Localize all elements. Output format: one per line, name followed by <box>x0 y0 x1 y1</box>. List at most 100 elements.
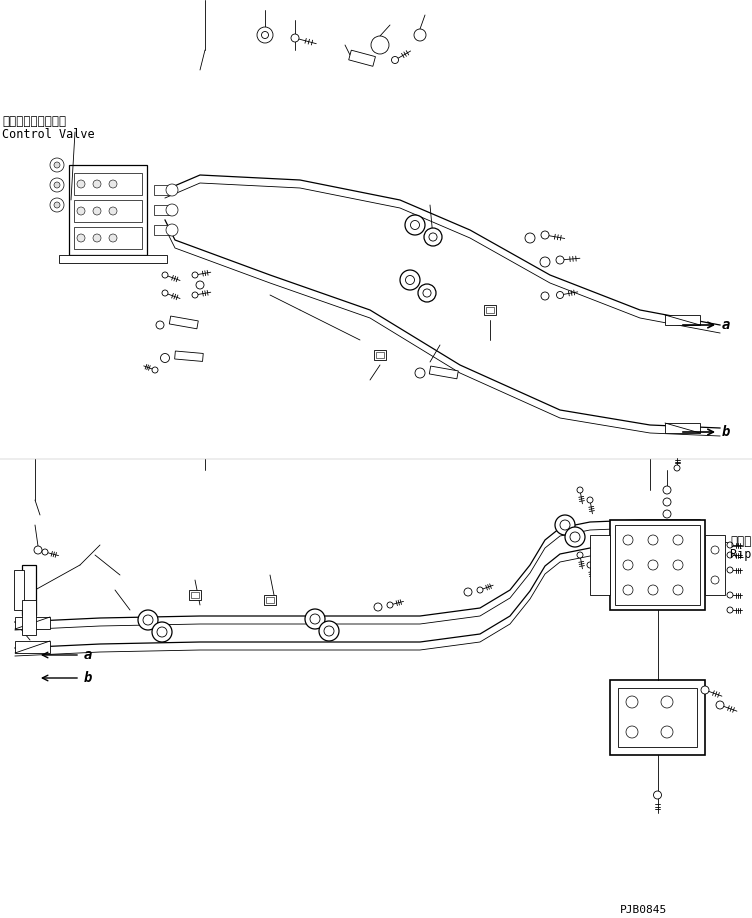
Bar <box>618 688 697 747</box>
Polygon shape <box>429 366 458 379</box>
Circle shape <box>525 233 535 243</box>
Circle shape <box>166 204 178 216</box>
Bar <box>154 225 172 235</box>
Circle shape <box>429 233 437 241</box>
Circle shape <box>166 184 178 196</box>
Circle shape <box>423 289 431 297</box>
Circle shape <box>262 31 268 39</box>
Text: Control Valve: Control Valve <box>2 128 95 141</box>
Circle shape <box>623 585 633 595</box>
Text: b: b <box>722 425 730 439</box>
Circle shape <box>556 292 563 298</box>
Circle shape <box>577 552 583 558</box>
Circle shape <box>673 535 683 545</box>
Text: コントロールバルブ: コントロールバルブ <box>2 115 66 128</box>
Circle shape <box>156 321 164 329</box>
Circle shape <box>541 292 549 300</box>
Circle shape <box>727 552 733 558</box>
Circle shape <box>109 180 117 188</box>
Circle shape <box>663 510 671 518</box>
Text: PJB0845: PJB0845 <box>620 905 667 915</box>
Text: a: a <box>84 648 92 662</box>
Circle shape <box>560 520 570 530</box>
Circle shape <box>77 207 85 215</box>
Bar <box>22 600 36 635</box>
Text: a: a <box>722 318 730 332</box>
Bar <box>590 535 610 595</box>
Circle shape <box>138 610 158 630</box>
Circle shape <box>77 180 85 188</box>
Polygon shape <box>174 351 203 362</box>
Circle shape <box>626 696 638 708</box>
Circle shape <box>648 585 658 595</box>
Circle shape <box>54 182 60 188</box>
Circle shape <box>192 292 198 298</box>
Bar <box>705 535 725 595</box>
Circle shape <box>415 368 425 378</box>
Circle shape <box>109 234 117 242</box>
Circle shape <box>424 228 442 246</box>
Circle shape <box>162 272 168 278</box>
Circle shape <box>54 202 60 208</box>
Circle shape <box>34 546 42 554</box>
Circle shape <box>727 542 733 548</box>
Circle shape <box>626 726 638 738</box>
Bar <box>484 305 496 315</box>
Circle shape <box>648 535 658 545</box>
Bar <box>69 165 147 255</box>
Bar <box>74 227 142 249</box>
Circle shape <box>623 560 633 570</box>
Circle shape <box>143 615 153 625</box>
Bar <box>266 597 274 603</box>
Circle shape <box>405 275 414 285</box>
Text: リッパブロック: リッパブロック <box>730 535 752 548</box>
Circle shape <box>257 27 273 43</box>
Bar <box>191 592 199 598</box>
Circle shape <box>673 560 683 570</box>
Text: Ripper Block: Ripper Block <box>730 548 752 561</box>
Circle shape <box>556 256 564 264</box>
Circle shape <box>310 614 320 624</box>
Circle shape <box>93 180 101 188</box>
Circle shape <box>673 585 683 595</box>
Circle shape <box>196 281 204 289</box>
Circle shape <box>716 701 724 709</box>
Circle shape <box>663 498 671 506</box>
Bar <box>154 205 172 215</box>
Circle shape <box>674 465 680 471</box>
Bar <box>264 595 276 605</box>
Text: b: b <box>84 671 92 685</box>
Circle shape <box>663 486 671 494</box>
Bar <box>22 565 36 615</box>
Circle shape <box>50 158 64 172</box>
Circle shape <box>160 353 169 363</box>
Circle shape <box>405 215 425 235</box>
Bar <box>610 520 705 610</box>
Circle shape <box>157 627 167 637</box>
Circle shape <box>727 592 733 598</box>
Circle shape <box>305 609 325 629</box>
Circle shape <box>727 607 733 613</box>
Circle shape <box>648 560 658 570</box>
Bar <box>376 352 384 358</box>
Circle shape <box>109 207 117 215</box>
Circle shape <box>653 791 662 799</box>
Circle shape <box>319 621 339 641</box>
Bar <box>189 590 201 600</box>
Bar <box>59 255 167 263</box>
Circle shape <box>623 535 633 545</box>
Circle shape <box>166 224 178 236</box>
Bar <box>374 350 386 360</box>
Circle shape <box>152 622 172 642</box>
Circle shape <box>414 29 426 41</box>
Circle shape <box>93 207 101 215</box>
Circle shape <box>711 546 719 554</box>
Circle shape <box>541 231 549 239</box>
Bar <box>154 185 172 195</box>
Circle shape <box>661 726 673 738</box>
Polygon shape <box>349 50 375 66</box>
Circle shape <box>411 220 420 230</box>
Bar <box>665 315 700 325</box>
Bar <box>15 641 50 653</box>
Circle shape <box>701 686 709 694</box>
